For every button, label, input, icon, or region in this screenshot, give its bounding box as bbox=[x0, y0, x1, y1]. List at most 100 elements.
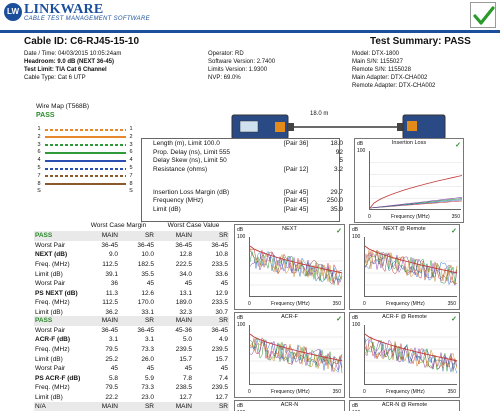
chart-y-label: dB bbox=[352, 315, 359, 321]
results-table: PASS MAIN SR MAIN SR Worst Pair 36-45 36-45 45-3… bbox=[34, 316, 229, 402]
results-value-cell: 45 bbox=[110, 365, 118, 373]
chart-x-tick: 350 bbox=[447, 301, 456, 307]
results-value-cell: 15.7 bbox=[215, 355, 228, 363]
wiremap-wire bbox=[45, 136, 126, 139]
results-value-cell: SR bbox=[218, 403, 228, 411]
results-label-cell: PS ACR-F (dB) bbox=[35, 374, 81, 382]
results-value-cell: 12.6 bbox=[141, 289, 154, 297]
chart-title: NEXT @ Remote bbox=[383, 226, 426, 232]
wiremap-left-pin: 8 bbox=[37, 180, 41, 187]
results-row: Worst Pair 45 45 45 45 bbox=[34, 364, 229, 374]
results-value-cell: 11.3 bbox=[105, 289, 118, 297]
cable-id: Cable ID: C6-RJ45-15-10 bbox=[24, 36, 140, 47]
results-label-cell: Freq. (MHz) bbox=[35, 346, 70, 354]
measurement-value: 250.0 bbox=[326, 197, 343, 204]
chart-plot-area bbox=[369, 151, 463, 210]
wiremap-wire bbox=[45, 175, 126, 178]
chart-trace bbox=[249, 339, 343, 373]
wiremap-left-pin: 6 bbox=[37, 149, 41, 156]
wiremap-left-pin: 5 bbox=[37, 165, 41, 171]
results-value-cell: 12.9 bbox=[215, 289, 228, 297]
results-row: Limit (dB) 36.2 33.1 32.3 30.7 bbox=[34, 308, 229, 318]
chart-trace bbox=[364, 251, 458, 285]
measurement-label: Limit (dB) bbox=[153, 206, 181, 213]
results-label-cell: Worst Pair bbox=[35, 326, 66, 334]
results-value-cell: 5.9 bbox=[144, 374, 154, 382]
results-label-cell: NEXT (dB) bbox=[35, 251, 68, 259]
results-value-cell: 79.5 bbox=[105, 346, 118, 354]
info-software-version: Software Version: 2.7400 bbox=[208, 59, 276, 65]
results-value-cell: 33.1 bbox=[141, 309, 154, 317]
wiremap-title: Wire Map (T568B) bbox=[36, 103, 90, 110]
results-row: Freq. (MHz) 112.5 170.0 189.0 233.5 bbox=[34, 298, 229, 308]
measurement-row: Delay Skew (ns), Limit 50 5 bbox=[153, 157, 343, 164]
results-row: Freq. (MHz) 79.5 73.3 238.5 239.5 bbox=[34, 383, 229, 393]
results-value-cell: SR bbox=[144, 317, 154, 325]
linkware-logo-name: LINKWARE bbox=[24, 2, 104, 17]
results-value-cell: 45-36 bbox=[175, 326, 192, 334]
measurement-pair: [Pair 45] bbox=[284, 189, 309, 196]
worst-case-margin-heading: Worst Case Margin bbox=[90, 222, 147, 229]
wiremap-wire bbox=[45, 151, 126, 154]
results-value-cell: 45 bbox=[184, 280, 192, 288]
chart-trace bbox=[249, 337, 343, 368]
wiremap-wire bbox=[45, 128, 126, 131]
wiremap-left-pin: 7 bbox=[37, 172, 41, 179]
chart-x-label: Frequency (MHz) bbox=[391, 214, 430, 220]
results-row: ACR-F (dB) 3.1 3.1 5.0 4.9 bbox=[34, 335, 229, 345]
results-value-cell: 45 bbox=[146, 365, 154, 373]
info-test-limit: Test Limit: TIA Cat 6 Channel bbox=[24, 67, 107, 73]
measurement-label: Prop. Delay (ns), Limit 555 bbox=[153, 149, 230, 156]
results-value-cell: 7.8 bbox=[182, 374, 192, 382]
results-value-cell: 45 bbox=[220, 280, 228, 288]
wiremap-right-pin: 2 bbox=[129, 133, 133, 140]
info-cable-type: Cable Type: Cat 6 UTP bbox=[24, 75, 86, 81]
link-length: 18.0 m bbox=[310, 111, 329, 117]
chart-trace bbox=[364, 251, 458, 287]
results-value-cell: 36 bbox=[110, 280, 118, 288]
results-value-cell: 12.7 bbox=[215, 394, 228, 402]
measurement-value: 92 bbox=[335, 149, 343, 156]
chart-x-label: Frequency (MHz) bbox=[271, 301, 310, 307]
results-table: PASS MAIN SR MAIN SR Worst Pair 36-45 36-45 36-4… bbox=[34, 231, 229, 317]
results-value-cell: 39.1 bbox=[105, 270, 118, 278]
chart-y-label: dB bbox=[352, 403, 359, 409]
chart-traces bbox=[249, 245, 343, 286]
results-row: Limit (dB) 22.2 23.0 12.7 12.7 bbox=[34, 393, 229, 403]
results-value-cell: 238.5 bbox=[175, 384, 192, 392]
results-value-cell: SR bbox=[144, 232, 154, 240]
results-value-cell: MAIN bbox=[175, 317, 192, 325]
results-row: Worst Pair 36-45 36-45 45-36 36-45 bbox=[34, 326, 229, 336]
info-limits-version: Limits Version: 1.9300 bbox=[208, 67, 268, 73]
results-value-cell: 36-45 bbox=[137, 241, 154, 249]
results-value-cell: 35.5 bbox=[141, 270, 154, 278]
results-row: PS ACR-F (dB) 5.8 5.9 7.8 7.4 bbox=[34, 374, 229, 384]
chart-x-tick: 0 bbox=[368, 214, 371, 220]
info-remote-sn: Remote S/N: 1155028 bbox=[352, 67, 411, 73]
results-value-cell: 3.1 bbox=[108, 336, 118, 344]
results-value-cell: 13.1 bbox=[179, 289, 192, 297]
chart-pass-check-icon: ✓ bbox=[336, 228, 342, 235]
measurement-pair: [Pair 45] bbox=[284, 197, 309, 204]
chart-plot-area bbox=[249, 237, 343, 297]
results-value-cell: 239.5 bbox=[211, 384, 228, 392]
results-value-cell: 182.5 bbox=[137, 261, 154, 269]
chart-trace bbox=[249, 251, 343, 285]
measurement-value: 29.7 bbox=[330, 189, 343, 196]
info-model: Model: DTX-1800 bbox=[352, 51, 400, 57]
wiremap-left-pin: 1 bbox=[37, 126, 41, 132]
results-label-cell: PASS bbox=[35, 317, 53, 325]
measurement-row: Prop. Delay (ns), Limit 555 92 bbox=[153, 149, 343, 156]
results-value-cell: 189.0 bbox=[175, 299, 192, 307]
info-main-adapter: Main Adapter: DTX-CHA002 bbox=[352, 75, 428, 81]
chart-x-tick: 0 bbox=[248, 389, 251, 395]
header-rule bbox=[0, 30, 500, 33]
measurement-label: Delay Skew (ns), Limit 50 bbox=[153, 157, 227, 164]
info-operator: Operator: RD bbox=[208, 51, 244, 57]
results-value-cell: 233.5 bbox=[211, 299, 228, 307]
wiremap-wire bbox=[45, 183, 126, 186]
chart-plot-area bbox=[364, 325, 458, 385]
chart-x-tick: 350 bbox=[332, 301, 341, 307]
chart-pass-check-icon: ✓ bbox=[451, 228, 457, 235]
